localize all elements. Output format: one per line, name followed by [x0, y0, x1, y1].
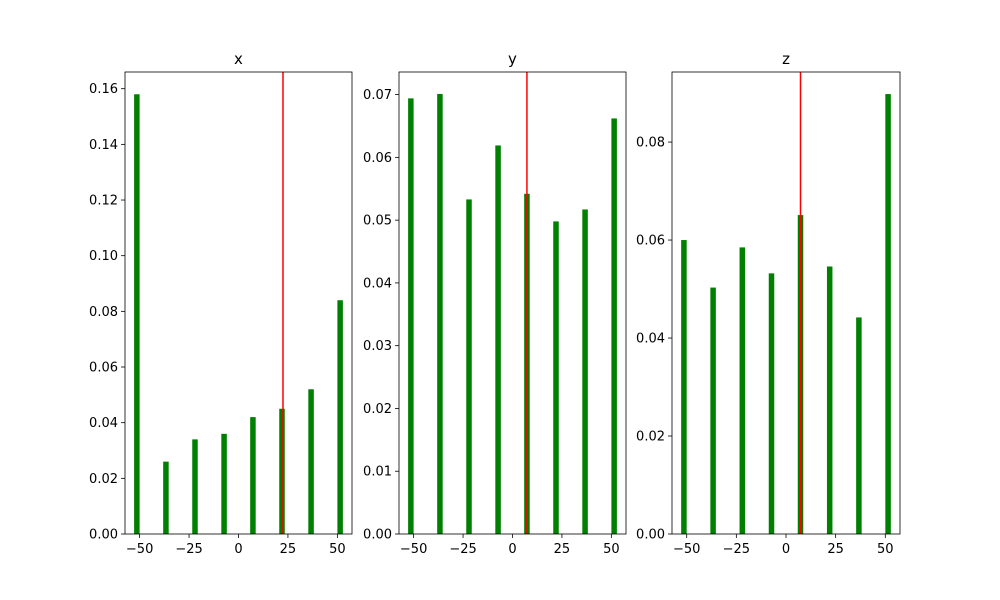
y-tick-label: 0.04 — [636, 332, 665, 347]
y-tick-label: 0.02 — [636, 430, 665, 445]
bar — [826, 266, 833, 534]
bar — [279, 408, 285, 534]
bar — [739, 247, 746, 534]
subplot-x: −50 −25 0 25 50 0.00 0.02 0.04 0.06 0.08 0.10 0.12 0… — [89, 50, 353, 557]
x-tick-label: 0 — [508, 542, 516, 557]
x-tick-label: 0 — [782, 542, 790, 557]
y-tick-label: 0.05 — [363, 214, 392, 229]
x-tick-label: −50 — [673, 542, 700, 557]
y-tick-label: 0.06 — [363, 151, 392, 166]
y-tick-label: 0.07 — [363, 88, 392, 103]
bar — [408, 98, 414, 535]
x-tick-label: −50 — [400, 542, 427, 557]
bar — [495, 145, 501, 534]
bar — [437, 93, 443, 534]
y-tick-label: 0.00 — [636, 528, 665, 543]
x-tick-label: 50 — [329, 542, 346, 557]
bar — [250, 417, 256, 534]
y-tick-label: 0.04 — [363, 276, 392, 291]
x-tick-label: −25 — [449, 542, 476, 557]
y-tick-label: 0.02 — [89, 472, 118, 487]
subplot-y: −50 −25 0 25 50 0.00 0.01 0.02 0.03 0.04 0.05 0.06 0… — [363, 50, 627, 557]
bar — [856, 317, 862, 534]
axes-frame — [398, 71, 627, 535]
subplot-z: −50 −25 0 25 50 0.00 0.02 0.04 0.06 0.08 z — [636, 50, 901, 557]
x-tick-label: 25 — [554, 542, 571, 557]
bar — [681, 240, 687, 535]
x-tick-label: 25 — [280, 542, 297, 557]
subplot-title: z — [782, 50, 790, 68]
x-tick-label: 50 — [877, 542, 894, 557]
y-tick-label: 0.01 — [363, 465, 392, 480]
bar — [221, 433, 227, 534]
x-tick-label: 0 — [234, 542, 242, 557]
x-tick-label: −25 — [723, 542, 750, 557]
bar — [192, 439, 198, 534]
y-tick-label: 0.00 — [89, 528, 118, 543]
axes-frame — [124, 71, 353, 535]
bar — [134, 94, 140, 535]
bar — [163, 461, 169, 534]
bar — [885, 94, 891, 535]
bar — [337, 300, 343, 534]
x-tick-label: −50 — [126, 542, 153, 557]
bar — [768, 273, 775, 534]
axes-frame — [671, 71, 901, 535]
y-tick-label: 0.14 — [89, 138, 118, 153]
y-tick-label: 0.16 — [89, 82, 118, 97]
x-tick-label: −25 — [175, 542, 202, 557]
y-tick-label: 0.06 — [636, 234, 665, 249]
bar — [582, 209, 588, 534]
x-tick-label: 25 — [827, 542, 844, 557]
y-tick-label: 0.02 — [363, 402, 392, 417]
bar — [553, 221, 559, 534]
bar — [611, 118, 617, 534]
bar — [710, 287, 716, 534]
y-tick-label: 0.06 — [89, 361, 118, 376]
y-tick-label: 0.00 — [363, 528, 392, 543]
y-tick-label: 0.08 — [89, 305, 118, 320]
bar — [308, 389, 314, 534]
subplot-title: y — [508, 50, 517, 68]
x-tick-label: 50 — [603, 542, 620, 557]
subplot-title: x — [234, 50, 243, 68]
y-tick-label: 0.12 — [89, 194, 118, 209]
y-tick-label: 0.04 — [89, 416, 118, 431]
y-tick-label: 0.08 — [636, 136, 665, 151]
bar — [466, 199, 472, 534]
y-tick-label: 0.03 — [363, 339, 392, 354]
y-tick-label: 0.10 — [89, 249, 118, 264]
